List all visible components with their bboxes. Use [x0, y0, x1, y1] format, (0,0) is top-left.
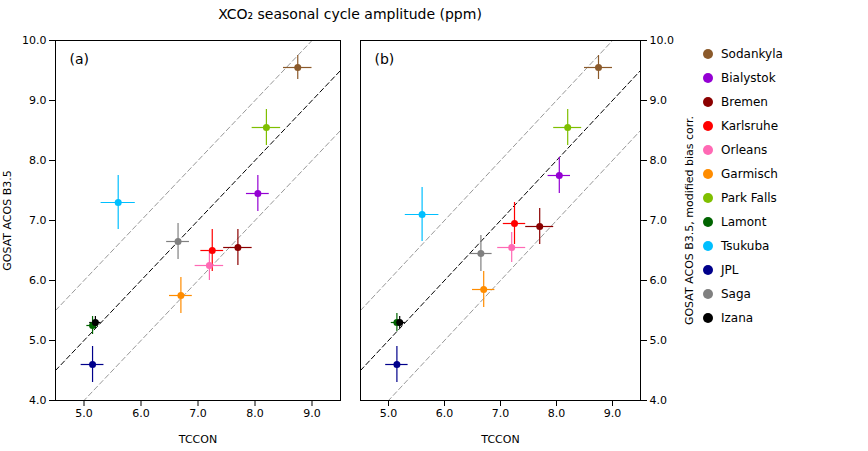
svg-text:6.0: 6.0	[29, 274, 47, 287]
html-text:Garmisch: Garmisch	[721, 167, 778, 181]
html-text:Karlsruhe: Karlsruhe	[721, 119, 779, 133]
svg-text:9.0: 9.0	[29, 94, 47, 107]
html-text:Orleans: Orleans	[721, 143, 768, 157]
svg-text:4.0: 4.0	[650, 394, 668, 407]
svg-text:5.0: 5.0	[650, 334, 668, 347]
html-text:Izana: Izana	[721, 311, 754, 325]
svg-text:8.0: 8.0	[246, 407, 264, 420]
svg-text:9.0: 9.0	[650, 94, 668, 107]
svg-text:8.0: 8.0	[29, 154, 47, 167]
html-text:Bialystok: Bialystok	[721, 71, 776, 85]
svg-text:5.0: 5.0	[29, 334, 47, 347]
html-text:Lamont: Lamont	[721, 215, 767, 229]
svg-text:8.0: 8.0	[650, 154, 668, 167]
svg-text:5.0: 5.0	[75, 407, 93, 420]
svg-text:6.0: 6.0	[132, 407, 150, 420]
svg-text:7.0: 7.0	[29, 214, 47, 227]
svg-text:GOSAT ACOS B3.5, modified bias: GOSAT ACOS B3.5, modified bias corr.	[683, 116, 696, 325]
html-text:Tsukuba: Tsukuba	[721, 239, 770, 253]
svg-text:(b): (b)	[375, 51, 395, 67]
svg-text:5.0: 5.0	[380, 407, 398, 420]
html-text:JPL: JPL	[721, 263, 739, 277]
svg-text:9.0: 9.0	[303, 407, 321, 420]
svg-text:4.0: 4.0	[29, 394, 47, 407]
html-text:Sodankyla: Sodankyla	[721, 47, 783, 61]
html-text:Saga: Saga	[721, 287, 751, 301]
svg-text:GOSAT ACOS B3.5: GOSAT ACOS B3.5	[1, 170, 14, 270]
svg-text:7.0: 7.0	[650, 214, 668, 227]
svg-text:10.0: 10.0	[650, 34, 675, 47]
svg-text:(a): (a)	[70, 51, 90, 67]
svg-text:TCCON: TCCON	[178, 433, 217, 446]
svg-text:TCCON: TCCON	[480, 433, 519, 446]
html-text:Bremen: Bremen	[721, 95, 768, 109]
html-text:XCO₂ seasonal cycle amplitude: XCO₂ seasonal cycle amplitude (ppm)	[218, 6, 482, 22]
svg-text:7.0: 7.0	[492, 407, 510, 420]
html-text:Park Falls: Park Falls	[721, 191, 777, 205]
svg-text:6.0: 6.0	[650, 274, 668, 287]
svg-text:6.0: 6.0	[436, 407, 454, 420]
svg-text:9.0: 9.0	[604, 407, 622, 420]
svg-text:10.0: 10.0	[22, 34, 47, 47]
svg-text:7.0: 7.0	[189, 407, 207, 420]
svg-text:8.0: 8.0	[548, 407, 566, 420]
